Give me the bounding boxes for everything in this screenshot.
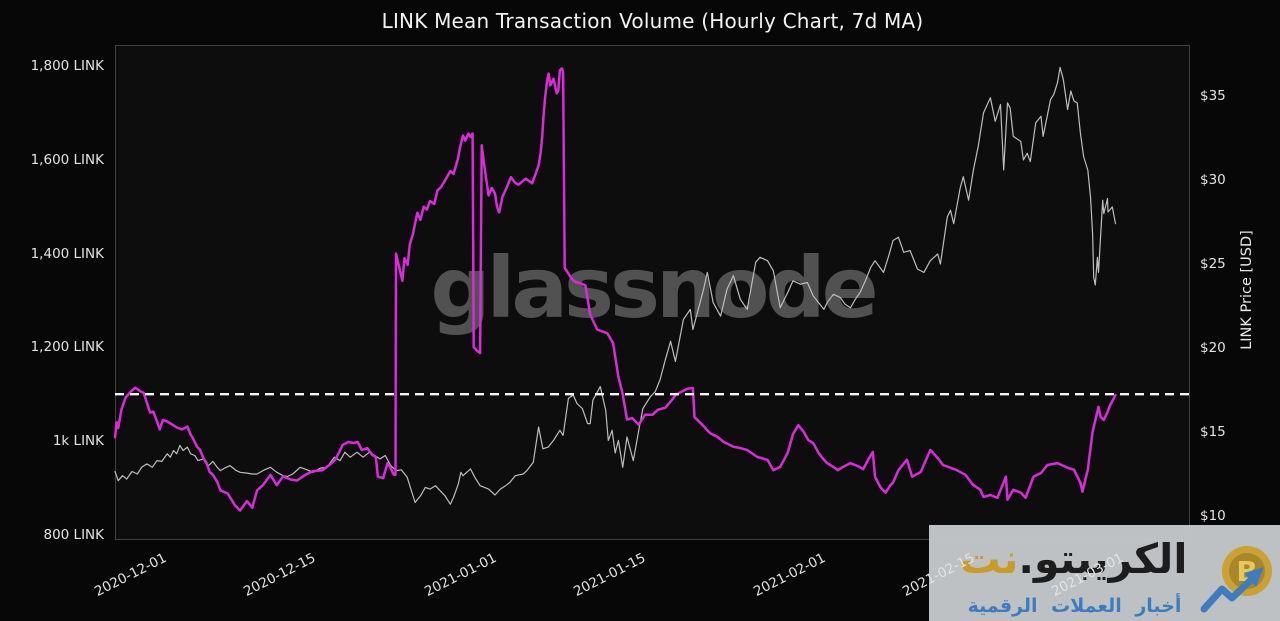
left-tick-label: 800 LINK — [43, 526, 104, 543]
left-tick-label: 1k LINK — [52, 433, 104, 450]
right-tick-label: $15 — [1200, 423, 1226, 440]
glassnode-watermark: glassnode — [430, 239, 878, 337]
plot-area — [115, 45, 1190, 540]
left-tick-label: 1,800 LINK — [30, 58, 104, 75]
right-tick-label: $35 — [1200, 88, 1226, 105]
left-tick-label: 1,400 LINK — [30, 245, 104, 262]
left-tick-label: 1,200 LINK — [30, 339, 104, 356]
series-line-mean-tx-volume — [113, 67, 1117, 512]
trend-arrow-icon — [1200, 567, 1264, 613]
chart-title: LINK Mean Transaction Volume (Hourly Cha… — [381, 9, 924, 33]
left-tick-label: 1,600 LINK — [30, 151, 104, 168]
crypto-net-watermark: الكريبتو.نت B أخبار العملات الرقمية — [929, 525, 1280, 621]
right-tick-label: $25 — [1200, 256, 1226, 273]
series-line-link-price — [114, 66, 1117, 505]
right-tick-label: $30 — [1200, 172, 1226, 189]
right-tick-label: $20 — [1200, 340, 1226, 356]
site-name-main: الكريبتو. — [1018, 535, 1188, 583]
site-tagline: أخبار العملات الرقمية — [967, 595, 1182, 617]
right-tick-label: $10 — [1200, 507, 1226, 524]
site-name: الكريبتو.نت — [935, 533, 1212, 585]
coin-chart-logo: B — [1200, 537, 1278, 615]
site-name-accent: نت — [959, 535, 1019, 583]
